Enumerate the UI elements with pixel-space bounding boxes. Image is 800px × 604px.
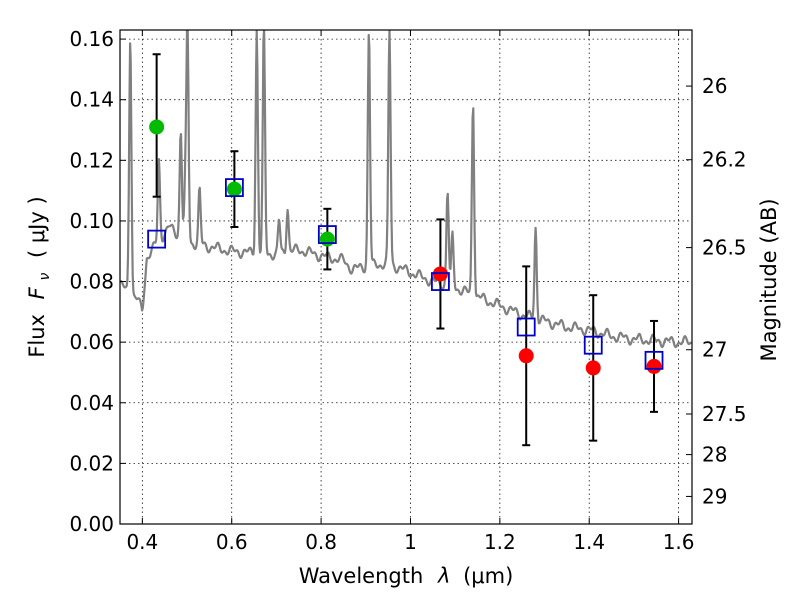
y-axis-label: Flux F ν ( μJy ) — [25, 196, 54, 357]
y-tick-label: 0.16 — [69, 27, 114, 51]
model-photometry-square — [147, 229, 167, 249]
y-axis-label-symbol: F — [25, 286, 49, 299]
model-photometry-square — [516, 317, 536, 337]
model-photometry-square — [644, 350, 664, 370]
y-axis-label-unit: ( μJy ) — [25, 196, 49, 258]
y-tick-label: 0.02 — [69, 451, 114, 475]
data-point — [646, 358, 662, 374]
x-axis-label-unit: (μm) — [463, 564, 513, 588]
axis-ticks: 0.4 0.6 0.8 1 1.2 1.4 1.6 0.00 0.02 0.04 0.06 0.08 0… — [69, 27, 746, 554]
data-markers — [147, 119, 664, 376]
x-tick-label: 1.4 — [573, 530, 605, 554]
x-tick-label: 0.8 — [305, 530, 337, 554]
x-axis-label-word: Wavelength — [299, 564, 424, 588]
y2-tick-label: 26.2 — [702, 148, 747, 172]
y-axis-label-subscript: ν — [37, 273, 53, 281]
y2-tick-label: 29 — [702, 484, 727, 508]
model-spectrum-line — [120, 30, 692, 349]
model-photometry-square — [224, 178, 244, 197]
y-tick-label: 0.14 — [69, 88, 114, 112]
secondary-y-axis-label: Magnitude (AB) — [757, 198, 781, 361]
data-point — [149, 119, 165, 135]
data-point — [585, 360, 601, 376]
y-tick-label: 0.06 — [69, 330, 114, 354]
y-tick-label: 0.08 — [69, 270, 114, 294]
x-tick-label: 1.6 — [663, 530, 695, 554]
grid — [120, 30, 692, 525]
model-photometry-square — [317, 225, 337, 244]
y-axis-label-word: Flux — [25, 314, 49, 358]
x-tick-label: 0.6 — [216, 530, 248, 554]
data-point — [518, 348, 534, 364]
y-tick-label: 0.10 — [69, 209, 114, 233]
model-photometry-square — [431, 272, 450, 291]
x-tick-label: 1.2 — [484, 530, 516, 554]
y-tick-label: 0.04 — [69, 391, 114, 415]
y2-tick-label: 27.5 — [702, 402, 747, 426]
y2-tick-label: 27 — [702, 338, 727, 362]
x-tick-label: 1 — [404, 530, 417, 554]
x-tick-label: 0.4 — [126, 530, 158, 554]
y-tick-label: 0.12 — [69, 148, 114, 172]
x-axis-label-symbol: λ — [437, 564, 450, 588]
y2-tick-label: 28 — [702, 443, 727, 467]
model-spectrum — [120, 30, 692, 349]
x-axis-label: Wavelength λ (μm) — [299, 564, 514, 588]
y2-tick-label: 26 — [702, 74, 727, 98]
plot-frame — [119, 29, 693, 525]
data-point — [319, 231, 335, 247]
model-photometry-square — [583, 335, 603, 355]
data-point — [432, 266, 448, 282]
data-point — [226, 181, 242, 197]
error-bars — [152, 53, 659, 447]
y2-tick-label: 26.5 — [702, 236, 747, 260]
y-tick-label: 0.00 — [69, 512, 114, 536]
